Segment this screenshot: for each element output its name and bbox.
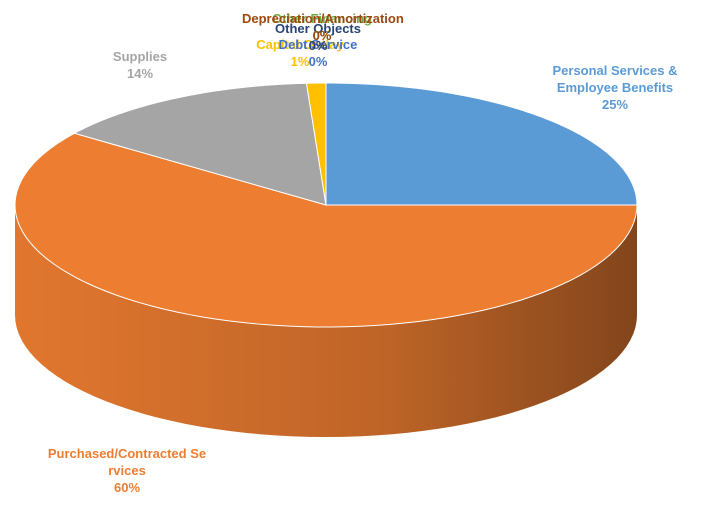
data-label: Depreciation/Amortization 0% — [242, 10, 404, 44]
category-label: Capital Outlay — [256, 37, 344, 52]
value-label: 0% — [308, 54, 328, 69]
category-label: Supplies — [112, 49, 168, 64]
slice — [325, 82, 638, 206]
data-label: Supplies 14% — [95, 48, 185, 82]
category-label: Other Objects — [275, 21, 361, 36]
category-label: Personal Services & Employee Benefits — [552, 63, 678, 95]
category-label: Depreciation/Amortization — [242, 11, 404, 26]
data-label: Capital Outlay 1% — [240, 36, 360, 70]
value-label: 60% — [113, 480, 141, 495]
data-label: Debt Service 0% — [273, 36, 363, 70]
data-label: Purchased/Contracted Services 60% — [47, 445, 207, 496]
category-label: Debt Service — [278, 37, 358, 52]
value-label: 1% — [290, 54, 310, 69]
slice-side-shade — [15, 205, 637, 437]
category-label: Purchased/Contracted Services — [47, 446, 207, 478]
value-label: 0% — [312, 28, 332, 43]
value-label: 25% — [601, 97, 629, 112]
data-label: Personal Services & Employee Benefits 25% — [530, 62, 700, 113]
value-label: 0% — [312, 28, 332, 43]
data-label: Other Objects 0% — [273, 20, 363, 54]
slice — [305, 82, 327, 206]
slice — [73, 82, 327, 206]
value-label: 14% — [126, 66, 154, 81]
category-label: Other Financing — [272, 11, 372, 26]
value-label: 0% — [308, 38, 328, 53]
data-label: Other Financing 0% — [267, 10, 377, 44]
slice — [14, 132, 638, 328]
